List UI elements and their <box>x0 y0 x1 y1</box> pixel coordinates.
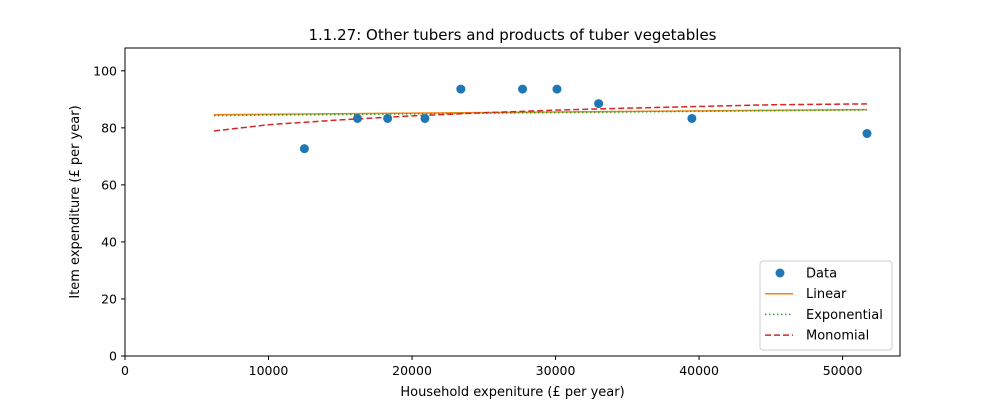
x-axis-ticks: 0 10000 20000 30000 40000 50000 <box>121 356 863 378</box>
x-tick-label: 40000 <box>679 363 719 378</box>
y-tick-label: 40 <box>101 234 117 249</box>
y-tick-label: 60 <box>101 177 117 192</box>
series-line-monomial <box>213 103 867 132</box>
data-point <box>299 144 309 154</box>
plot-frame <box>124 47 901 357</box>
plot-marks <box>213 84 872 154</box>
chart-title: 1.1.27: Other tubers and products of tub… <box>308 26 716 44</box>
data-point <box>518 84 528 94</box>
x-tick-label: 50000 <box>823 363 863 378</box>
y-tick-label: 0 <box>109 349 117 364</box>
data-point <box>456 84 466 94</box>
y-axis-label: Item expenditure (£ per year) <box>68 105 83 298</box>
legend: Data Linear Exponential Monomial <box>759 260 893 351</box>
y-tick-label: 20 <box>101 291 117 306</box>
data-point <box>594 99 604 109</box>
legend-label: Linear <box>806 287 847 302</box>
x-tick-label: 20000 <box>392 363 432 378</box>
data-point <box>552 84 562 94</box>
data-point <box>420 113 430 123</box>
x-tick-label: 0 <box>121 363 129 378</box>
x-tick-label: 10000 <box>249 363 289 378</box>
legend-box <box>759 260 893 351</box>
data-point <box>687 113 697 123</box>
series-line-exponential <box>213 109 867 117</box>
data-point <box>862 129 872 139</box>
y-tick-label: 100 <box>93 63 117 78</box>
y-axis-ticks: 0 20 40 60 80 100 <box>93 63 125 364</box>
legend-label: Monomial <box>806 329 869 344</box>
legend-label: Data <box>806 267 837 282</box>
data-point <box>353 113 362 123</box>
legend-marker-data <box>775 268 785 278</box>
data-point <box>383 113 393 123</box>
x-axis-label: Household expeniture (£ per year) <box>400 385 624 400</box>
legend-label: Exponential <box>806 308 883 323</box>
y-tick-label: 80 <box>101 120 117 135</box>
x-tick-label: 30000 <box>536 363 576 378</box>
